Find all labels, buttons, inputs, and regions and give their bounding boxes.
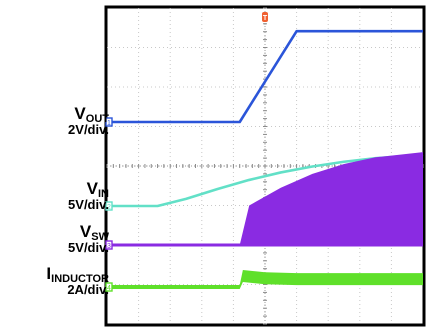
trigger-marker-body bbox=[262, 12, 268, 22]
vsw-trace-fill bbox=[107, 152, 423, 245]
vout-label: VOUT 2V/div. bbox=[68, 105, 109, 136]
vsw-scale: 5V/div. bbox=[68, 240, 109, 255]
vin-channel-number: 2 bbox=[107, 204, 111, 211]
vin-channel-marker bbox=[105, 201, 113, 211]
vsw-channel-number: 3 bbox=[107, 243, 111, 250]
vin-trace-line bbox=[107, 153, 424, 208]
vout-scale: 2V/div. bbox=[68, 122, 109, 137]
waveform-traces bbox=[107, 29, 424, 289]
vin-label-name: VIN bbox=[86, 179, 109, 200]
vsw-label-name: VSW bbox=[79, 222, 109, 243]
vout-trace-line bbox=[107, 29, 423, 124]
iinductor-channel-marker bbox=[105, 282, 113, 292]
iinductor-scale: 2A/div. bbox=[67, 282, 109, 297]
iinductor-trace-band bbox=[107, 269, 423, 289]
vout-label-name: VOUT bbox=[74, 104, 109, 125]
iinductor-label: IINDUCTOR 2A/div. bbox=[46, 265, 109, 296]
vin-scale: 5V/div. bbox=[68, 197, 109, 212]
vsw-channel-marker bbox=[105, 240, 113, 250]
trigger-marker: T bbox=[262, 12, 268, 22]
vout-channel-marker bbox=[105, 117, 113, 127]
vsw-label: VSW 5V/div. bbox=[68, 223, 109, 254]
channel-markers: 1 2 3 4 bbox=[105, 117, 113, 292]
vout-channel-number: 1 bbox=[107, 120, 111, 127]
trigger-marker-label: T bbox=[263, 15, 268, 22]
iinductor-channel-number: 4 bbox=[107, 285, 111, 292]
vin-label: VIN 5V/div. bbox=[68, 180, 109, 211]
iinductor-label-name: IINDUCTOR bbox=[46, 264, 109, 285]
